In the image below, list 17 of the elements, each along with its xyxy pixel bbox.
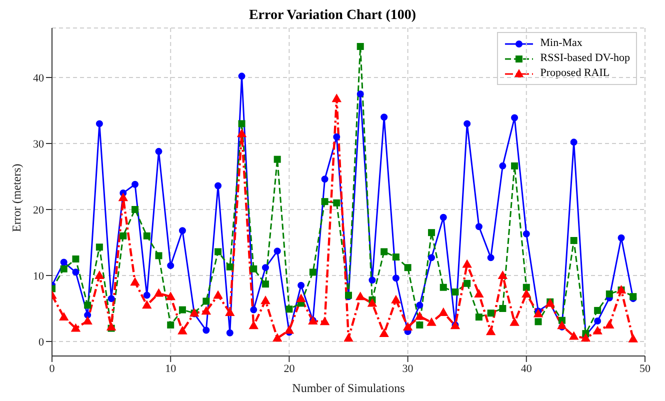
x-tick-label: 40 <box>520 362 532 375</box>
x-tick-label: 50 <box>640 362 651 375</box>
y-tick-label: 40 <box>33 72 44 84</box>
y-tick-label: 0 <box>38 336 44 348</box>
legend-label: Min-Max <box>540 36 582 51</box>
x-tick-label: 30 <box>402 362 414 375</box>
legend-label: RSSI-based DV-hop <box>540 51 630 66</box>
x-tick-label: 10 <box>165 362 177 375</box>
x-tick-label: 0 <box>49 362 56 375</box>
legend-label: Proposed RAIL <box>540 66 610 81</box>
y-tick-label: 30 <box>33 138 44 150</box>
y-tick-label: 20 <box>33 204 44 216</box>
y-tick-label: 10 <box>33 270 44 282</box>
x-axis-title: Number of Simulations <box>292 381 406 395</box>
x-tick-label: 20 <box>284 362 296 375</box>
y-axis-title: Error (meters) <box>9 164 24 232</box>
chart-title: Error Variation Chart (100) <box>248 8 418 25</box>
